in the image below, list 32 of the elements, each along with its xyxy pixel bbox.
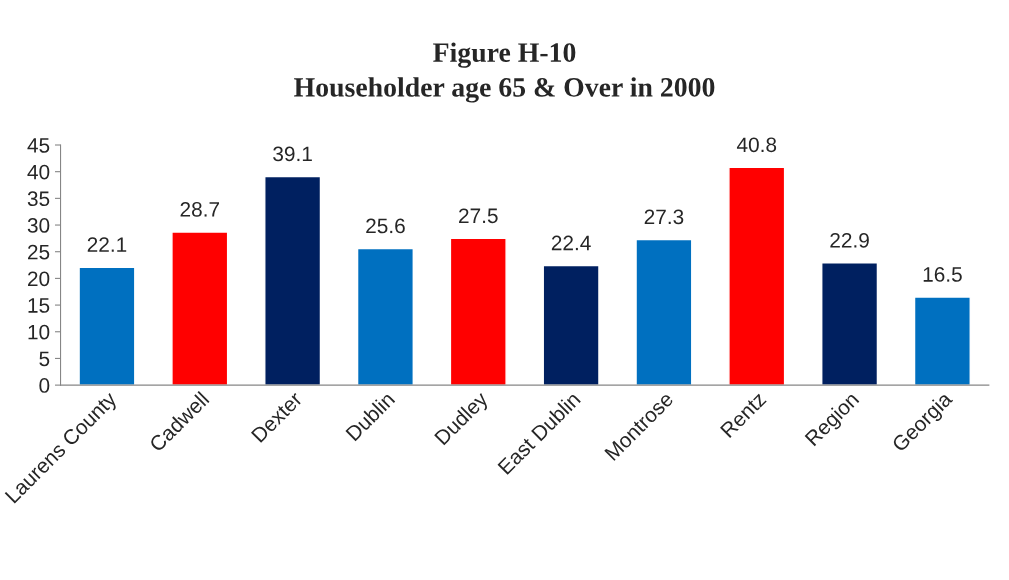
data-label: 25.6 — [366, 218, 405, 234]
y-tick-label: 45 — [27, 138, 50, 153]
bar — [171, 231, 229, 386]
bar — [78, 266, 136, 386]
y-tick-label: 40 — [27, 164, 50, 180]
bar — [542, 264, 600, 386]
data-label: 22.1 — [87, 237, 127, 252]
bar — [356, 247, 414, 386]
data-label: 22.4 — [551, 235, 591, 251]
chart-title: Figure H-10 — [433, 42, 576, 68]
data-label: 39.1 — [273, 146, 312, 162]
bar — [264, 175, 322, 386]
data-label: 16.5 — [923, 267, 962, 282]
y-tick-label: 35 — [27, 191, 50, 207]
bar — [821, 262, 879, 386]
data-label: 40.8 — [736, 137, 777, 153]
bar — [449, 237, 507, 386]
y-tick-label: 30 — [27, 218, 50, 233]
data-label: 27.3 — [644, 209, 684, 225]
bar — [913, 296, 971, 386]
bar — [728, 166, 786, 386]
chart-subtitle: Householder age 65 & Over in 2000 — [294, 77, 715, 103]
y-tick-label: 25 — [28, 244, 50, 260]
y-tick-label: 15 — [28, 298, 50, 313]
data-label: 28.7 — [180, 202, 220, 217]
y-tick-label: 5 — [39, 351, 50, 367]
y-tick-label: 0 — [39, 378, 50, 393]
bar — [635, 238, 693, 386]
data-label: 22.9 — [830, 232, 869, 248]
y-tick-label: 10 — [28, 324, 50, 340]
y-tick-label: 20 — [28, 271, 50, 287]
data-label: 27.5 — [459, 208, 498, 224]
